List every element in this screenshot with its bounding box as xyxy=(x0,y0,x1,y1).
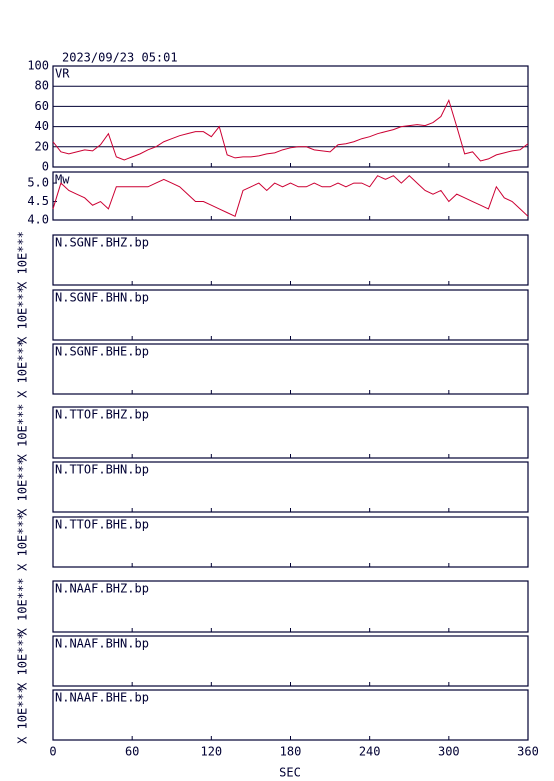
x-axis-label: SEC xyxy=(279,766,301,780)
x-tick-label: 240 xyxy=(359,745,381,759)
x-tick-label: 120 xyxy=(200,745,222,759)
panel-label: N.NAAF.BHN.bp xyxy=(55,637,149,651)
y-axis-label: X 10E*** xyxy=(16,404,30,462)
y-axis-label: X 10E*** xyxy=(16,686,30,744)
data-line xyxy=(52,98,529,162)
x-tick-label: 60 xyxy=(125,745,139,759)
y-axis-label: X 10E*** xyxy=(16,578,30,636)
panel-label: N.SGNF.BHZ.bp xyxy=(55,236,149,250)
data-line xyxy=(52,175,529,218)
y-axis-label: X 10E*** xyxy=(16,286,30,344)
y-axis-label: X 10E*** xyxy=(16,231,30,289)
y-tick-label: 100 xyxy=(27,59,49,73)
panel-label: VR xyxy=(55,67,70,81)
panel-label: N.TTOF.BHN.bp xyxy=(55,463,149,477)
y-tick-label: 20 xyxy=(35,139,49,153)
panel-label: N.SGNF.BHN.bp xyxy=(55,291,149,305)
y-tick-label: 4.0 xyxy=(27,213,49,227)
y-tick-label: 0 xyxy=(42,160,49,174)
y-axis-label: X 10E*** xyxy=(16,458,30,516)
panel-label: N.NAAF.BHZ.bp xyxy=(55,582,149,596)
chart-title: 2023/09/23 05:01 xyxy=(62,51,178,65)
panel-frame xyxy=(52,171,529,221)
x-tick-label: 0 xyxy=(49,745,56,759)
panel-label: N.SGNF.BHE.bp xyxy=(55,345,149,359)
y-tick-label: 40 xyxy=(35,119,49,133)
y-tick-label: 5.0 xyxy=(27,176,49,190)
x-tick-label: 180 xyxy=(280,745,302,759)
y-axis-label: X 10E*** xyxy=(16,632,30,690)
y-tick-label: 4.5 xyxy=(27,194,49,208)
y-axis-label: X 10E*** xyxy=(16,340,30,398)
x-tick-label: 360 xyxy=(517,745,539,759)
panel-label: Mw xyxy=(55,173,70,187)
x-tick-label: 300 xyxy=(438,745,460,759)
panel-frame xyxy=(52,65,529,168)
y-tick-label: 80 xyxy=(35,79,49,93)
y-tick-label: 60 xyxy=(35,99,49,113)
panel-label: N.TTOF.BHZ.bp xyxy=(55,408,149,422)
y-axis-label: X 10E*** xyxy=(16,513,30,571)
panel-label: N.NAAF.BHE.bp xyxy=(55,691,149,705)
panel-label: N.TTOF.BHE.bp xyxy=(55,518,149,532)
